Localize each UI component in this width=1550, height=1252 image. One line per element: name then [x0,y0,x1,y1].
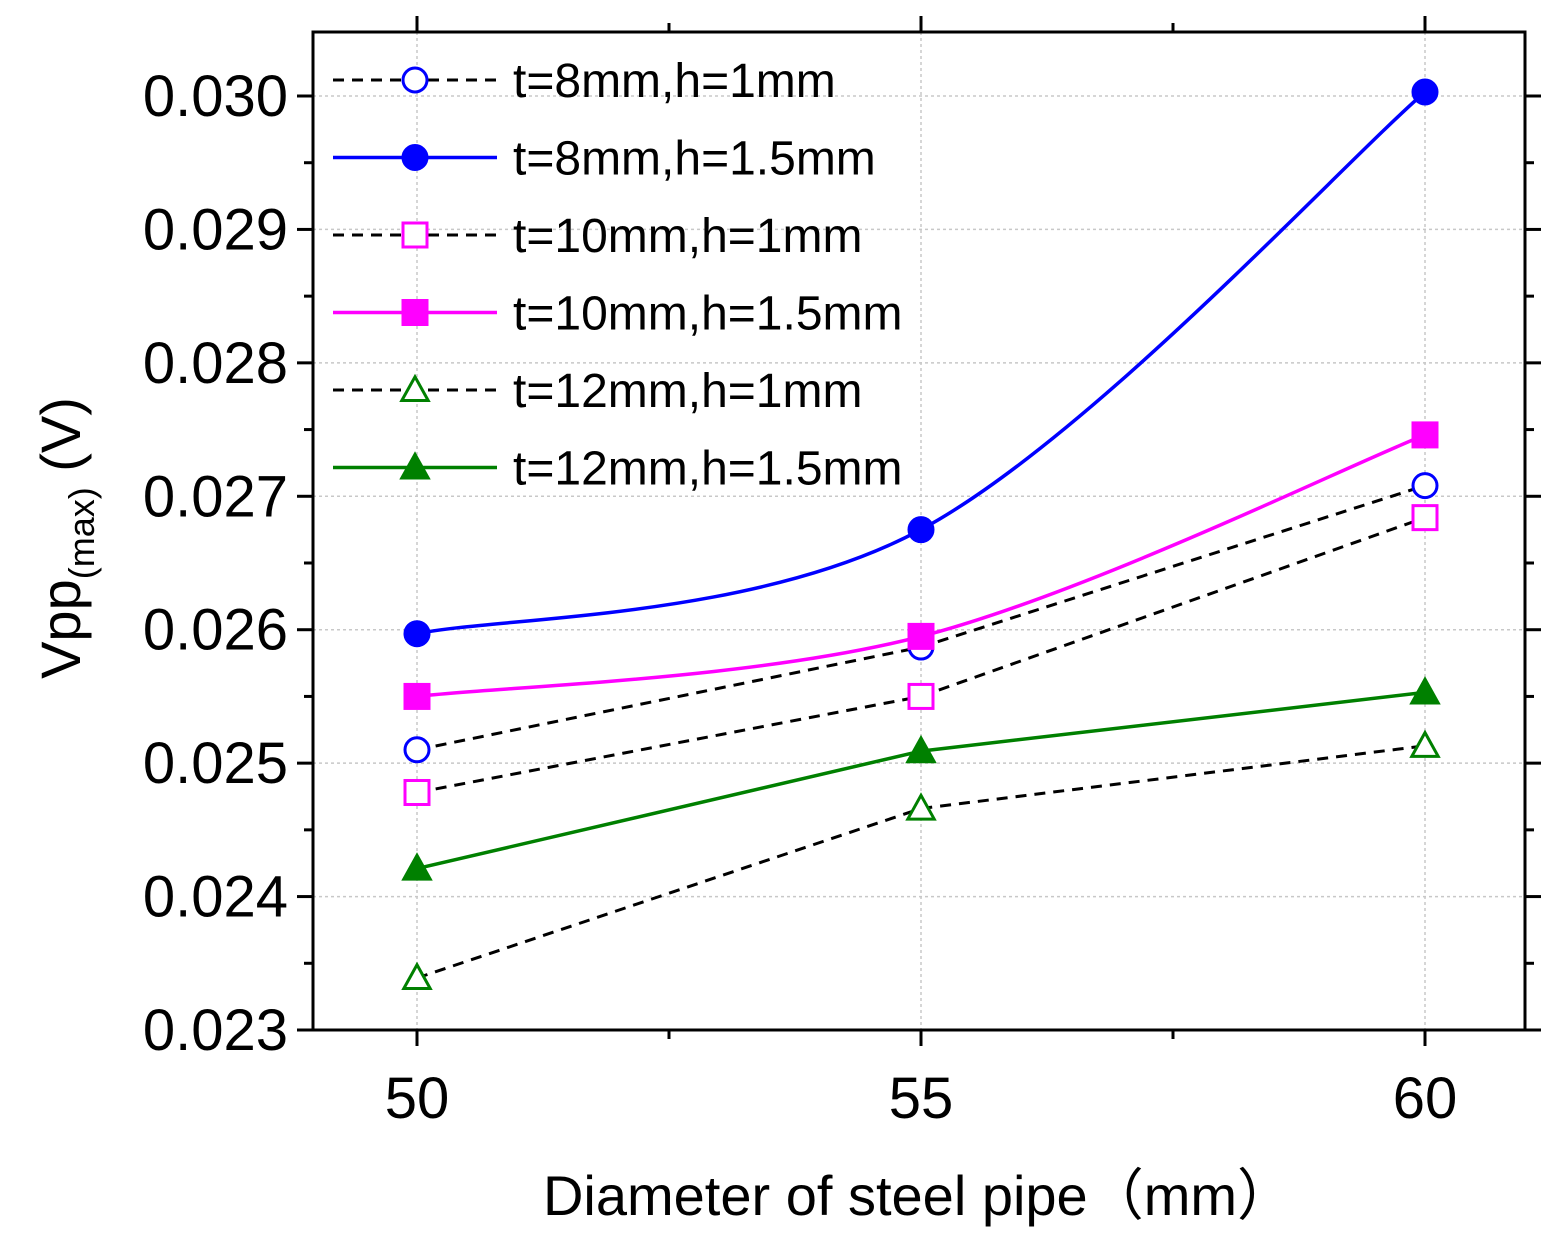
y-axis-title-unit: (V) [29,397,92,487]
y-tick-label: 0.028 [143,331,288,396]
legend-marker [399,373,431,403]
legend-label: t=8mm,h=1.5mm [513,133,876,186]
legend-marker [401,144,429,171]
y-tick-label: 0.027 [143,464,288,529]
legend-item: t=10mm,h=1.5mm [333,288,902,341]
legend-label: t=8mm,h=1mm [513,55,836,108]
data-point [403,620,431,648]
data-point [1409,676,1441,705]
y-tick-label: 0.026 [143,598,288,663]
legend-label: t=12mm,h=1.5mm [513,443,902,496]
y-tick-label: 0.023 [143,998,288,1063]
data-point [401,852,433,881]
axis-ticks: 0.023 0.024 0.025 0.026 0.027 0.028 0.029 0.030… [143,16,1541,1131]
data-point [1409,729,1441,758]
legend-marker [401,299,429,326]
legend-marker [401,66,429,94]
data-point [1411,472,1439,500]
legend-marker [399,451,431,480]
data-point [403,778,431,806]
series-line [416,744,1426,980]
y-tick-label: 0.029 [143,197,288,262]
y-axis-title: Vpp(max) (V) [29,397,102,679]
y-tick-label: 0.025 [143,731,288,796]
data-point [403,736,431,764]
y-tick-label: 0.030 [143,64,288,129]
legend-label: t=12mm,h=1mm [513,365,862,418]
markers-t=8mm,h=1.5mm [403,78,1439,648]
x-tick-label: 55 [889,1066,954,1131]
data-point [1411,504,1439,532]
legend-item: t=12mm,h=1.5mm [333,443,902,496]
data-point [1411,421,1439,449]
markers-t=10mm,h=1.5mm [403,421,1439,710]
legend-item: t=8mm,h=1.5mm [333,133,876,186]
x-tick-label: 60 [1393,1066,1458,1131]
data-point [907,516,935,544]
series-t=12mm,h=1mm [416,744,1426,980]
legend-item: t=12mm,h=1mm [333,365,862,418]
data-point [907,682,935,710]
x-tick-label: 50 [385,1066,450,1131]
markers-t=10mm,h=1mm [403,504,1439,806]
y-axis-title-subscript: (max) [61,487,102,579]
legend: t=8mm,h=1mm t=8mm,h=1.5mm t=10mm,h=1mm t=10… [333,55,902,496]
legend-marker [401,221,429,249]
data-point [905,792,937,821]
y-tick-label: 0.024 [143,865,288,930]
data-point [401,961,433,991]
legend-label: t=10mm,h=1mm [513,210,862,263]
plot-frame [311,30,1527,1032]
legend-label: t=10mm,h=1.5mm [513,288,902,341]
legend-item: t=10mm,h=1mm [333,210,862,263]
data-point [907,622,935,650]
legend-item: t=8mm,h=1mm [333,55,836,108]
series-layer [401,78,1441,991]
data-point [1411,78,1439,106]
y-axis-title-main: Vpp [29,579,92,679]
x-axis-title: Diameter of steel pipe（mm） [543,1164,1293,1227]
data-point [905,734,937,764]
data-point [403,682,431,710]
markers-t=12mm,h=1mm [401,729,1441,991]
markers-t=12mm,h=1.5mm [401,676,1441,881]
